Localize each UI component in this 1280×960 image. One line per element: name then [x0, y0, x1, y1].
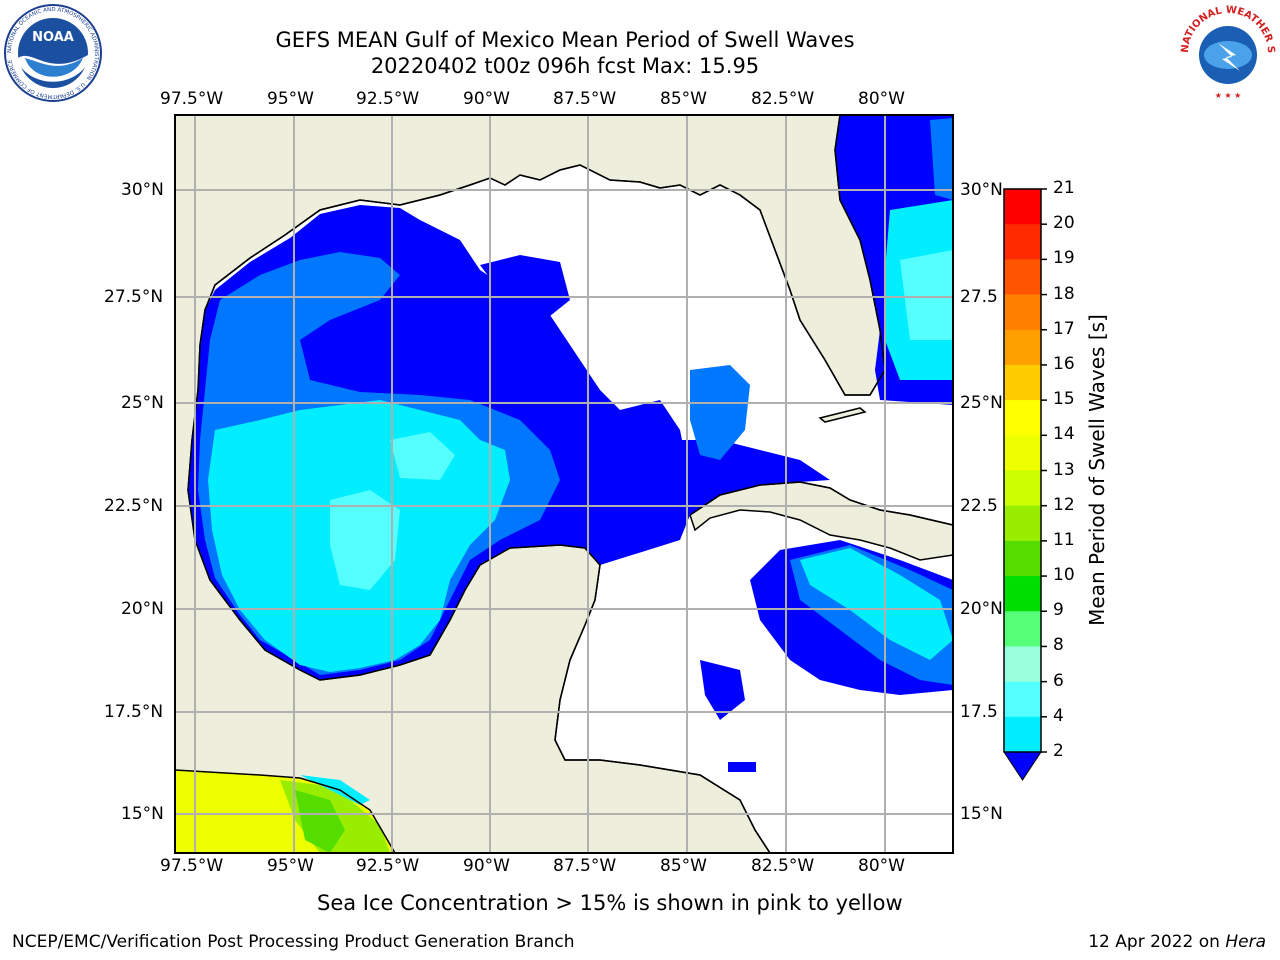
colorbar-segment	[1004, 364, 1041, 401]
sea-ice-note: Sea Ice Concentration > 15% is shown in …	[317, 891, 903, 915]
lat-label-right: 30°N	[960, 180, 1003, 200]
footer-host: Hera	[1225, 932, 1266, 952]
swell-field	[175, 115, 953, 853]
colorbar-tick-label: 11	[1053, 529, 1075, 550]
colorbar-segment	[1004, 189, 1041, 225]
colorbar-tick-label: 4	[1053, 705, 1064, 726]
colorbar-tick-label: 13	[1053, 459, 1075, 480]
colorbar-tick-label: 10	[1053, 565, 1075, 586]
coastline	[175, 115, 953, 853]
lat-label-right: 15°N	[960, 804, 1003, 824]
lon-label-bottom: 90°W	[463, 856, 510, 876]
lon-label-bottom: 80°W	[858, 856, 905, 876]
noaa-logo: NATIONAL OCEANIC AND ATMOSPHERIC ADMINIS…	[4, 4, 102, 102]
lon-label-bottom: 87.5°W	[553, 856, 617, 876]
colorbar-tick-label: 9	[1053, 600, 1064, 621]
footer-date: 12 Apr 2022 on Hera	[1088, 932, 1266, 952]
lon-label-bottom: 85°W	[660, 856, 707, 876]
chart-subtitle: 20220402 t00z 096h fcst Max: 15.95	[370, 54, 760, 78]
lon-label-bottom: 95°W	[267, 856, 314, 876]
lat-label-left: 30°N	[121, 180, 164, 200]
lon-label-top: 90°W	[463, 89, 510, 109]
lon-label-top: 92.5°W	[356, 89, 420, 109]
colorbar-segment	[1004, 716, 1041, 753]
lon-label-top: 97.5°W	[160, 89, 224, 109]
lon-label-top: 82.5°W	[751, 89, 815, 109]
lat-label-right: 20°N	[960, 599, 1003, 619]
lon-label-bottom: 97.5°W	[160, 856, 224, 876]
colorbar	[1003, 188, 1047, 781]
colorbar-tick-label: 15	[1053, 389, 1075, 410]
colorbar-tick-label: 14	[1053, 424, 1075, 445]
noaa-logo-text: NOAA	[32, 30, 74, 45]
lat-label-left: 25°N	[121, 393, 164, 413]
lat-label-left: 17.5°N	[104, 702, 164, 722]
colorbar-tick-label: 19	[1053, 248, 1075, 269]
colorbar-tick-label: 16	[1053, 353, 1075, 374]
colorbar-segment	[1004, 576, 1041, 612]
colorbar-tick-label: 6	[1053, 670, 1064, 691]
colorbar-tick-label: 20	[1053, 213, 1075, 234]
colorbar-title: Mean Period of Swell Waves [s]	[1085, 314, 1109, 626]
footer-credit: NCEP/EMC/Verification Post Processing Pr…	[12, 932, 575, 952]
lat-label-right: 27.5	[960, 287, 998, 307]
map-frame	[174, 114, 954, 854]
lat-label-left: 27.5°N	[104, 287, 164, 307]
svg-text:★ ★ ★: ★ ★ ★	[1215, 91, 1242, 100]
lon-label-bottom: 92.5°W	[356, 856, 420, 876]
colorbar-segment	[1004, 400, 1041, 436]
lon-label-top: 87.5°W	[553, 89, 617, 109]
colorbar-segment	[1004, 224, 1041, 260]
colorbar-tick-label: 12	[1053, 494, 1075, 515]
colorbar-segment	[1004, 646, 1041, 683]
colorbar-tick-label: 17	[1053, 318, 1075, 339]
colorbar-tick-label: 2	[1053, 741, 1064, 761]
colorbar-segment	[1004, 259, 1041, 296]
lon-label-top: 80°W	[858, 89, 905, 109]
chart-title: GEFS MEAN Gulf of Mexico Mean Period of …	[275, 28, 855, 52]
colorbar-segment	[1004, 681, 1041, 718]
lat-label-left: 20°N	[121, 599, 164, 619]
lon-label-top: 85°W	[660, 89, 707, 109]
lat-label-right: 17.5	[960, 702, 998, 722]
lon-label-top: 95°W	[267, 89, 314, 109]
lat-label-left: 22.5°N	[104, 496, 164, 516]
colorbar-tick-label: 21	[1053, 178, 1075, 198]
colorbar-segment	[1004, 470, 1041, 507]
colorbar-segment	[1004, 294, 1041, 331]
lat-label-right: 22.5	[960, 496, 998, 516]
colorbar-tick-label: 8	[1053, 635, 1064, 656]
colorbar-extend-arrow	[1003, 751, 1042, 781]
colorbar-segment	[1004, 540, 1041, 577]
footer-date-text: 12 Apr 2022 on	[1088, 932, 1226, 952]
nws-logo: NATIONAL WEATHER SERVICE ★ ★ ★	[1178, 3, 1276, 100]
colorbar-tick-label: 18	[1053, 283, 1075, 304]
lat-label-right: 25°N	[960, 393, 1003, 413]
gridlines	[175, 115, 953, 853]
colorbar-segment	[1004, 611, 1041, 647]
colorbar-segment	[1004, 505, 1041, 542]
colorbar-segment	[1004, 329, 1041, 366]
colorbar-segment	[1004, 435, 1041, 471]
lon-label-bottom: 82.5°W	[751, 856, 815, 876]
lat-label-left: 15°N	[121, 804, 164, 824]
